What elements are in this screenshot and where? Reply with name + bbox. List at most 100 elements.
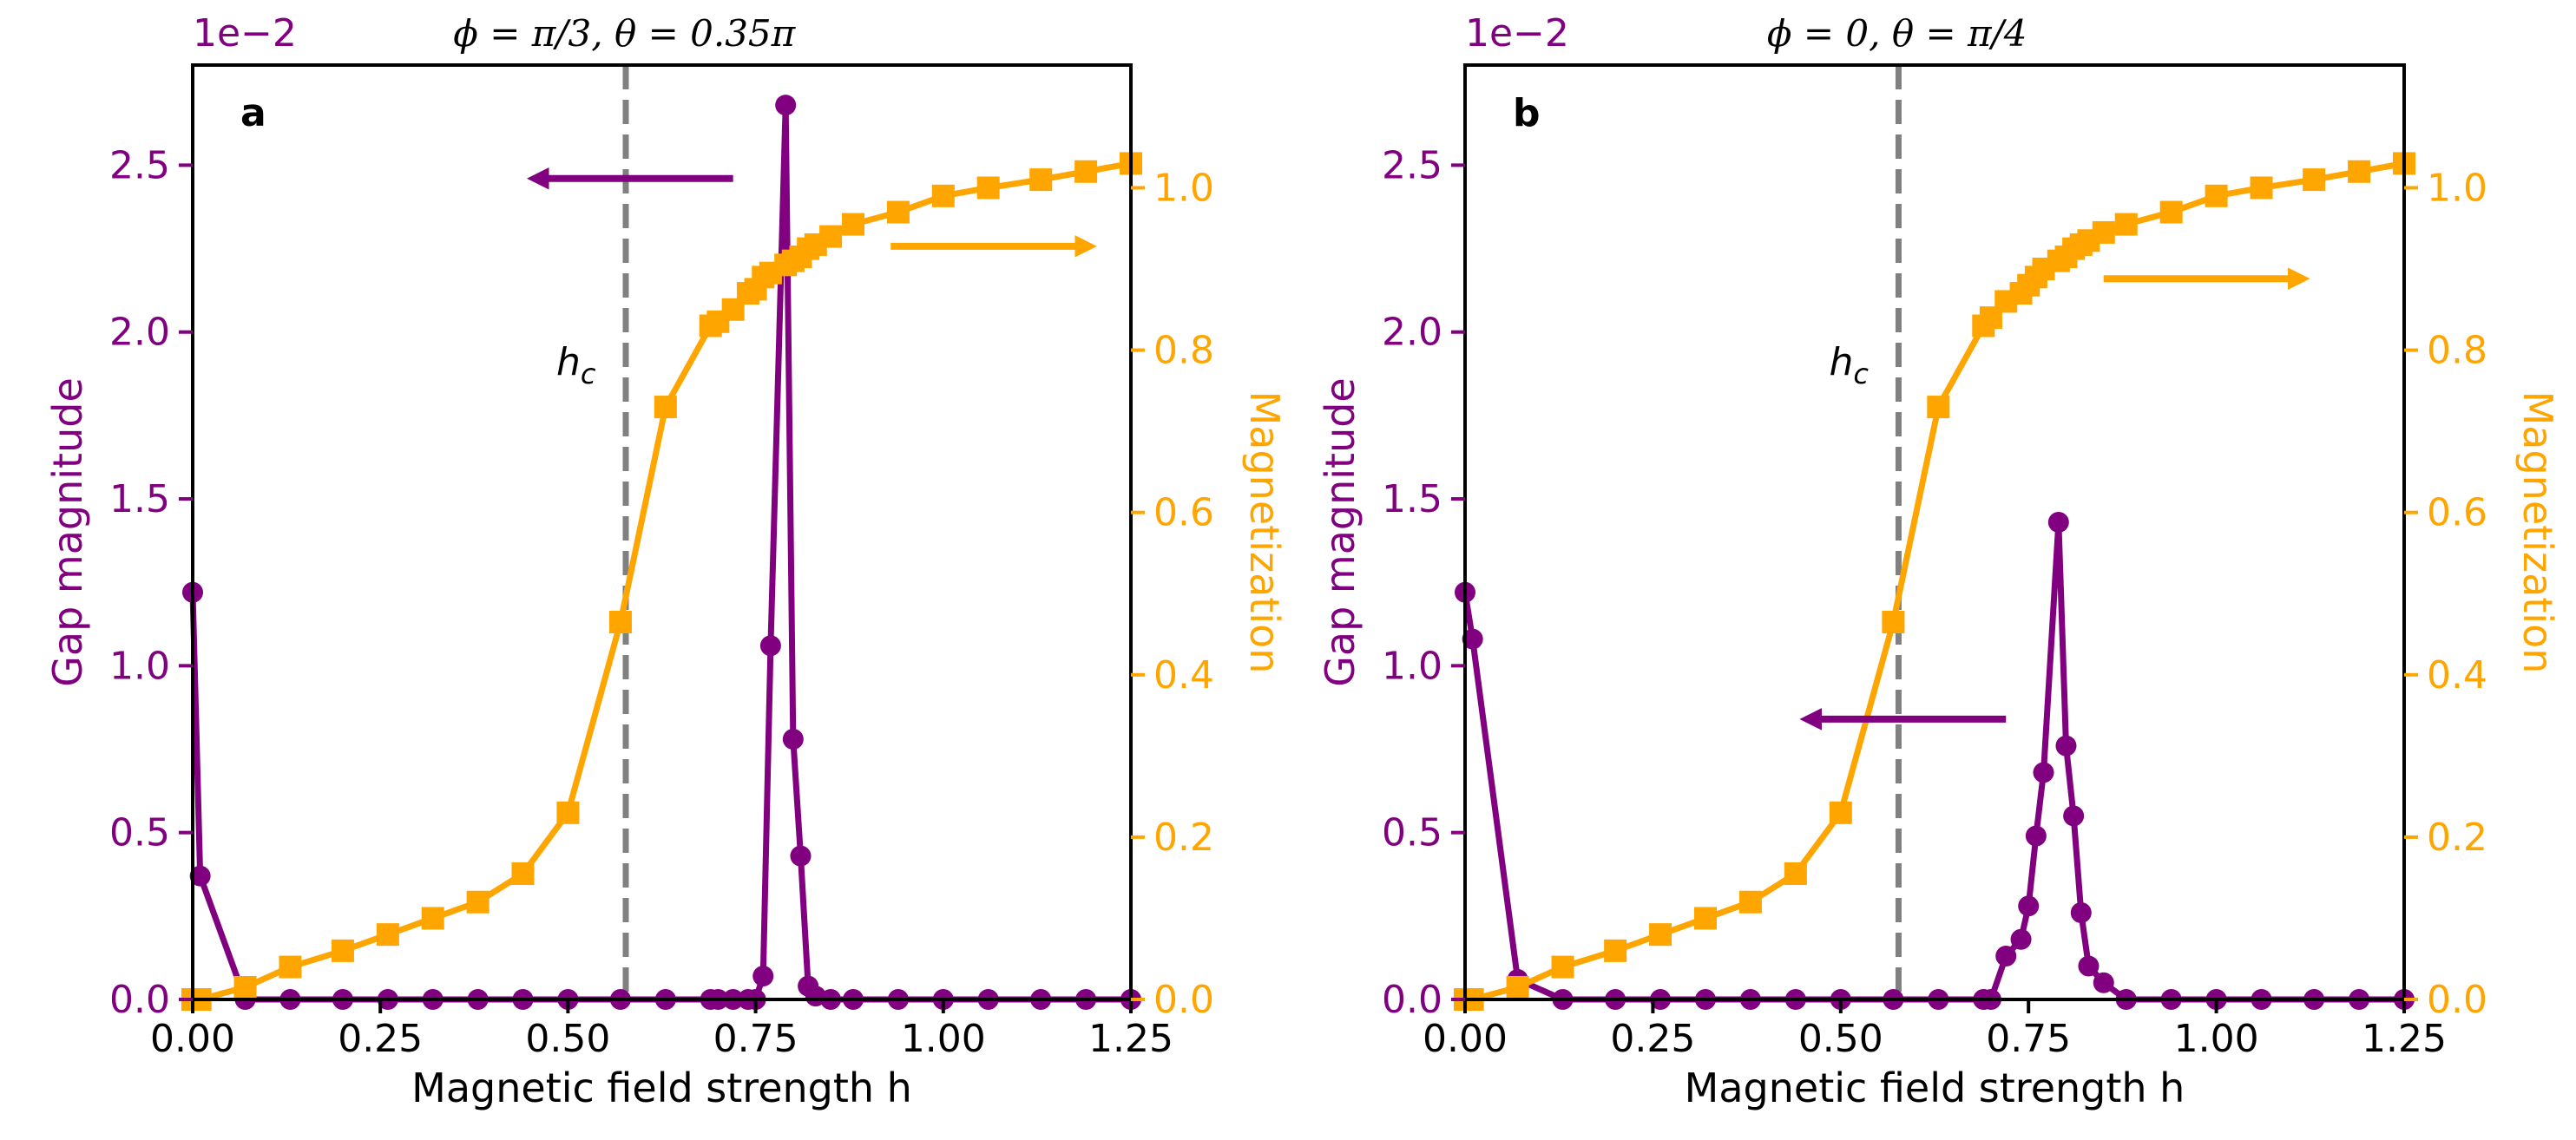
data-point <box>1074 160 1098 183</box>
series-line <box>189 102 1131 1003</box>
data-point <box>1882 610 1905 633</box>
y-right-tick-label: 1.0 <box>2427 166 2487 210</box>
data-point <box>1462 628 1483 650</box>
data-point <box>752 966 774 987</box>
panel-label: b <box>1513 91 1541 135</box>
data-point <box>421 907 444 930</box>
data-point <box>1551 955 1574 979</box>
data-point <box>2055 735 2077 757</box>
y-right-tick-label: 0.6 <box>2427 491 2487 535</box>
y-left-tick-label: 2.5 <box>109 143 170 187</box>
data-point <box>2093 972 2114 993</box>
x-tick-label: 0.00 <box>150 1017 235 1061</box>
series-gap <box>182 95 1141 1010</box>
plot-frame <box>1463 63 2406 1001</box>
panel-title: ϕ = 0, θ = π/4 <box>1767 12 2027 55</box>
data-point <box>2159 200 2183 224</box>
data-point <box>2092 220 2115 244</box>
panel-a: hc0.00 0.25 0.50 0.75 1.00 1.250.00.51.01.52.… <box>44 11 1288 1111</box>
x-tick-label: 0.00 <box>1423 1017 1508 1061</box>
panel-b: hc 0.00 0.25 0.50 0.75 1.00 1.250.0 0.5 1.0 1.5 2.… <box>1317 11 2561 1111</box>
y-right-tick-label: 0.0 <box>1153 978 1214 1022</box>
y-right-tick-label: 0.4 <box>1153 653 1214 698</box>
data-point <box>2303 168 2326 192</box>
data-point <box>1693 907 1717 930</box>
y-right-tick-label: 0.8 <box>2427 329 2487 373</box>
data-point <box>654 396 677 419</box>
data-point <box>2047 511 2069 533</box>
y-left-axis-label: Gap magnitude <box>44 377 91 686</box>
data-point <box>2025 825 2047 847</box>
data-point <box>1829 801 1852 824</box>
data-point <box>331 939 354 962</box>
data-point <box>1649 923 1672 947</box>
panel-title: ϕ = π/3, θ = 0.35π <box>453 12 796 55</box>
data-point <box>2010 928 2032 950</box>
x-tick-label: 0.75 <box>1986 1017 2071 1061</box>
series-magnetization <box>181 152 1142 1011</box>
x-tick-label: 0.50 <box>1798 1017 1883 1061</box>
data-point <box>2348 160 2371 183</box>
data-point <box>376 923 399 947</box>
y-left-tick-label: 0.5 <box>109 811 170 855</box>
data-point <box>1927 396 1950 419</box>
data-point <box>2070 901 2092 923</box>
hc-label: hc <box>556 340 596 390</box>
data-point <box>1506 975 1529 999</box>
y-left-tick-label: 2.0 <box>109 311 170 355</box>
series-gap <box>1455 511 2415 1010</box>
y-left-offset-label: 1e−2 <box>1465 11 1569 56</box>
data-point <box>1738 890 1762 914</box>
data-point <box>1995 945 2017 966</box>
y-left-tick-label: 1.5 <box>109 477 170 521</box>
y-left-tick-label: 2.0 <box>1382 311 1442 355</box>
data-point <box>189 865 211 887</box>
x-tick-label: 0.75 <box>713 1017 798 1061</box>
y-left-axis-label: Gap magnitude <box>1317 377 1364 686</box>
x-tick-label: 1.00 <box>2174 1017 2259 1061</box>
data-point <box>511 862 535 885</box>
data-point <box>2205 184 2228 207</box>
y-left-tick-label: 0.5 <box>1382 811 1442 855</box>
y-left-tick-label: 0.0 <box>109 978 170 1022</box>
x-tick-label: 1.25 <box>2362 1017 2447 1061</box>
panel-label: a <box>240 91 266 135</box>
y-left-tick-label: 1.0 <box>1382 644 1442 688</box>
data-point <box>1604 939 1627 962</box>
plot-frame <box>191 63 1133 1001</box>
x-axis-label: Magnetic field strength h <box>1685 1065 2185 1111</box>
data-point <box>279 955 302 979</box>
data-point <box>2250 176 2273 200</box>
data-point <box>819 225 843 248</box>
data-point <box>233 975 257 999</box>
y-right-tick-label: 0.2 <box>2427 816 2487 860</box>
series-line <box>193 160 1132 1003</box>
x-tick-label: 0.25 <box>1610 1017 1695 1061</box>
data-point <box>2018 895 2040 917</box>
data-point <box>886 200 910 224</box>
data-point <box>608 610 632 633</box>
x-axis-label: Magnetic field strength h <box>411 1065 912 1111</box>
y-left-tick-label: 2.5 <box>1382 143 1442 187</box>
data-point <box>759 635 781 657</box>
data-point <box>931 184 955 207</box>
y-left-tick-label: 1.5 <box>1382 477 1442 521</box>
series-line <box>1465 160 2405 1003</box>
y-right-tick-label: 0.6 <box>1153 491 1214 535</box>
data-point <box>2114 213 2138 236</box>
y-right-tick-label: 0.0 <box>2427 978 2487 1022</box>
y-right-tick-label: 0.2 <box>1153 816 1214 860</box>
series-line <box>1462 519 2404 1003</box>
y-left-offset-label: 1e−2 <box>193 11 297 56</box>
data-point <box>976 176 1000 200</box>
panels: hc0.00 0.25 0.50 0.75 1.00 1.250.00.51.01.52.… <box>44 11 2561 1111</box>
y-right-axis-label: Magnetization <box>2514 391 2561 674</box>
x-tick-label: 1.25 <box>1088 1017 1173 1061</box>
data-point <box>790 845 812 867</box>
data-point <box>466 890 490 914</box>
y-right-tick-label: 0.4 <box>2427 653 2487 698</box>
data-point <box>1029 168 1053 192</box>
y-right-tick-label: 1.0 <box>1153 166 1214 210</box>
hc-label: hc <box>1829 340 1869 390</box>
y-left-tick-label: 1.0 <box>109 644 170 688</box>
